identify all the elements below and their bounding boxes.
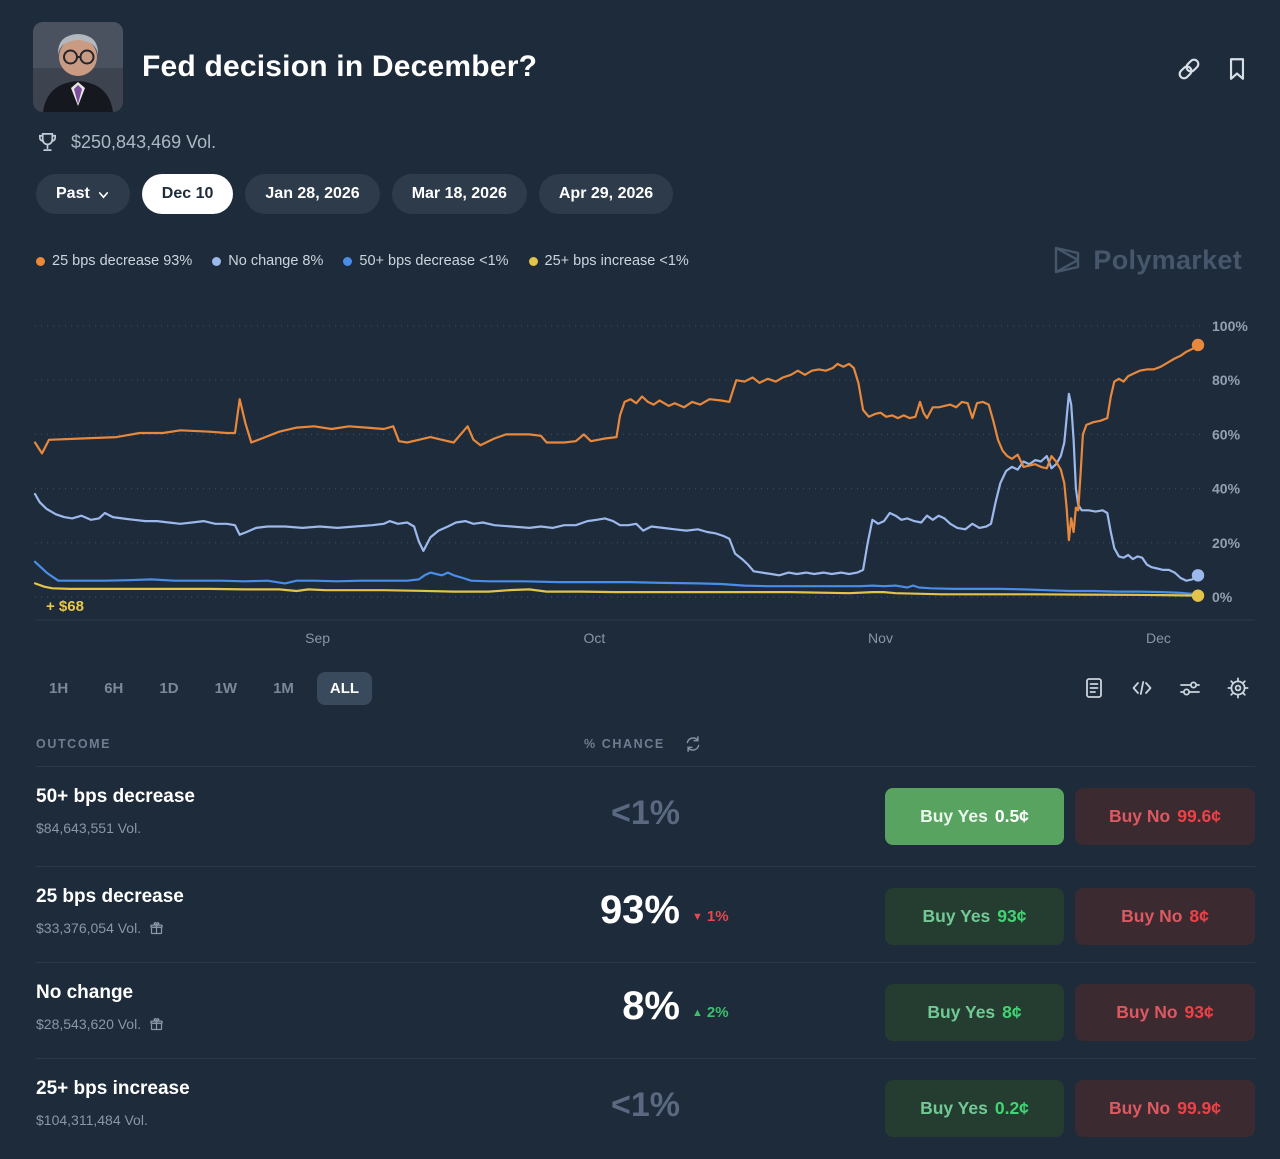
legend-item-25bps-increase[interactable]: 25+ bps increase <1% [528, 253, 689, 269]
refresh-icon[interactable] [684, 735, 702, 753]
timeframe-1d[interactable]: 1D [146, 672, 191, 705]
table-row-25bps-decrease: 25 bps decrease $33,376,054 Vol. 93% ▼ 1… [0, 866, 1280, 962]
divider [36, 766, 1255, 767]
date-tabs: Past Dec 10 Jan 28, 2026 Mar 18, 2026 Ap… [36, 174, 674, 214]
outcome-volume: $33,376,054 Vol. [36, 920, 142, 936]
timeframe-selector: 1H 6H 1D 1W 1M ALL [36, 672, 373, 705]
polymarket-logo-icon [1055, 246, 1080, 274]
series-end-dot [1191, 338, 1205, 352]
chart-legend: 25 bps decrease 93% No change 8% 50+ bps… [36, 253, 689, 269]
tab-past[interactable]: Past [36, 174, 130, 214]
gift-icon [150, 1017, 163, 1030]
legend-item-50bps-decrease[interactable]: 50+ bps decrease <1% [343, 253, 509, 269]
up-triangle-icon: ▲ [692, 1006, 703, 1019]
tab-jan-28-2026[interactable]: Jan 28, 2026 [245, 174, 380, 214]
series-line-50-bps-decrease [33, 560, 1200, 596]
legend-dot-lightblue [212, 256, 222, 266]
chance-value: <1% [611, 794, 680, 832]
tab-apr-29-2026[interactable]: Apr 29, 2026 [538, 174, 674, 214]
chart-annotation: + $68 [46, 598, 84, 615]
divider [36, 962, 1255, 963]
y-axis-tick: 60% [1212, 426, 1241, 442]
series-line-no-change [33, 392, 1200, 582]
embed-code-icon[interactable] [1130, 676, 1154, 700]
down-triangle-icon: ▼ [692, 910, 703, 923]
outcome-title[interactable]: 25 bps decrease [36, 886, 184, 907]
table-row-no-change: No change $28,543,620 Vol. 8% ▲ 2% Buy Y… [0, 962, 1280, 1058]
chance-column-header: % CHANCE [584, 737, 665, 751]
outcome-title[interactable]: 50+ bps decrease [36, 786, 195, 807]
y-axis-tick: 80% [1212, 372, 1241, 388]
page-title: Fed decision in December? [142, 50, 538, 83]
outcome-column-header: OUTCOME [36, 737, 112, 751]
buy-no-button[interactable]: Buy No 99.6¢ [1075, 788, 1255, 845]
x-axis-tick: Sep [305, 630, 330, 646]
buy-no-button[interactable]: Buy No 8¢ [1075, 888, 1255, 945]
legend-dot-blue [343, 256, 353, 266]
outcome-title[interactable]: 25+ bps increase [36, 1078, 190, 1099]
x-axis-tick: Dec [1146, 630, 1171, 646]
buy-yes-button[interactable]: Buy Yes 0.2¢ [885, 1080, 1064, 1137]
rules-document-icon[interactable] [1082, 676, 1106, 700]
legend-item-no-change[interactable]: No change 8% [212, 253, 323, 269]
outcome-title[interactable]: No change [36, 982, 134, 1003]
y-axis-tick: 40% [1212, 481, 1241, 497]
market-avatar [33, 22, 123, 112]
copy-link-icon[interactable] [1176, 56, 1202, 82]
polymarket-watermark: Polymarket [1051, 244, 1242, 276]
volume-total: $250,843,469 Vol. [71, 132, 217, 152]
y-axis-tick: 100% [1212, 318, 1248, 334]
legend-dot-orange [36, 256, 45, 266]
legend-item-25bps-decrease[interactable]: 25 bps decrease 93% [36, 253, 192, 269]
tab-mar-18-2026[interactable]: Mar 18, 2026 [391, 174, 527, 214]
table-row-25bps-increase: 25+ bps increase $104,311,484 Vol. <1% B… [0, 1058, 1280, 1154]
series-line-25-bps-decrease [33, 343, 1200, 542]
gift-icon [150, 921, 163, 934]
chance-value: 93% [599, 888, 680, 932]
legend-dot-yellow [528, 256, 538, 266]
timeframe-6h[interactable]: 6H [91, 672, 136, 705]
series-end-dot [1191, 589, 1205, 602]
chance-change-down: ▼ 1% [692, 908, 729, 925]
buy-yes-button[interactable]: Buy Yes 0.5¢ [885, 788, 1064, 845]
outcome-volume: $84,643,551 Vol. [36, 820, 142, 836]
y-axis-tick: 0% [1212, 589, 1233, 605]
table-row-50bps-decrease: 50+ bps decrease $84,643,551 Vol. <1% Bu… [0, 766, 1280, 866]
bookmark-icon[interactable] [1224, 56, 1250, 82]
series-end-dot [1191, 569, 1205, 582]
buy-yes-button[interactable]: Buy Yes 93¢ [885, 888, 1064, 945]
x-axis-tick: Nov [868, 630, 893, 646]
chart-tools [1082, 676, 1250, 700]
chart-settings-sliders-icon[interactable] [1178, 676, 1202, 700]
chance-value: 8% [622, 984, 680, 1028]
price-history-chart[interactable]: 0% 20% 40% 60% 80% 100% Sep Oct Nov Dec + $68 [0, 300, 1280, 655]
outcome-volume: $28,543,620 Vol. [36, 1016, 142, 1032]
tab-dec-10[interactable]: Dec 10 [141, 174, 234, 214]
divider [36, 1058, 1255, 1059]
timeframe-1w[interactable]: 1W [202, 672, 251, 705]
buy-no-button[interactable]: Buy No 99.9¢ [1075, 1080, 1255, 1137]
timeframe-all[interactable]: ALL [316, 672, 373, 705]
chevron-down-icon [98, 191, 108, 198]
outcome-volume: $104,311,484 Vol. [36, 1112, 148, 1128]
x-axis-tick: Oct [584, 630, 606, 646]
timeframe-1m[interactable]: 1M [260, 672, 307, 705]
trophy-icon [38, 133, 57, 152]
divider [36, 866, 1255, 867]
volume-row: $250,843,469 Vol. [36, 131, 216, 154]
buy-yes-button[interactable]: Buy Yes 8¢ [885, 984, 1064, 1041]
chance-value: <1% [611, 1086, 680, 1124]
buy-no-button[interactable]: Buy No 93¢ [1075, 984, 1255, 1041]
chance-change-up: ▲ 2% [692, 1004, 729, 1021]
timeframe-1h[interactable]: 1H [36, 672, 81, 705]
y-axis-tick: 20% [1212, 535, 1241, 551]
series-line-25-bps-increase [33, 582, 1200, 597]
gear-icon[interactable] [1226, 676, 1250, 700]
